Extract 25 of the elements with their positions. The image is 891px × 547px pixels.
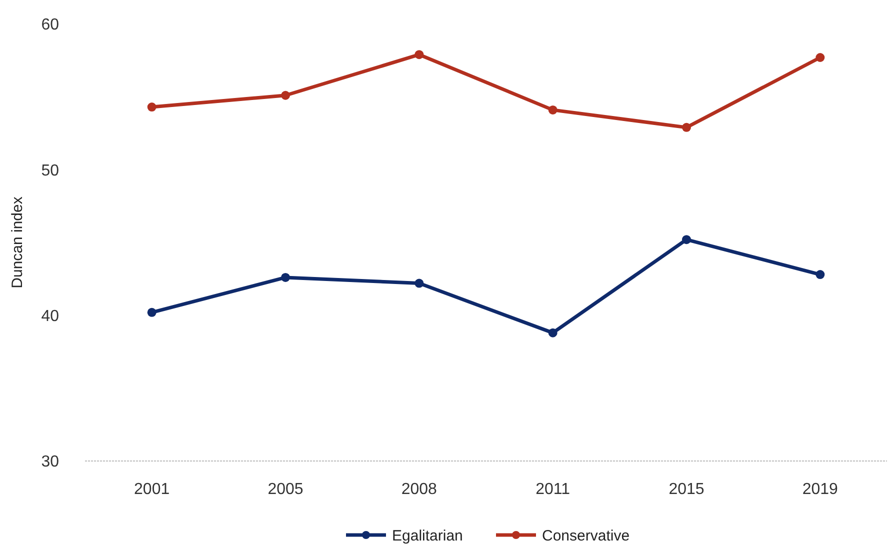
point <box>816 53 825 62</box>
y-tick-label: 30 <box>41 454 60 471</box>
x-tick-label: 2005 <box>268 481 304 498</box>
legend-label: Egalitarian <box>392 527 463 544</box>
x-tick-label: 2008 <box>401 481 438 498</box>
y-tick-label: 60 <box>41 16 60 34</box>
point <box>548 328 558 338</box>
x-tick-label: 2011 <box>536 481 570 498</box>
point <box>816 270 825 280</box>
point <box>281 272 290 282</box>
x-tick-label: 2019 <box>802 481 838 498</box>
point <box>682 235 691 244</box>
point <box>147 102 156 112</box>
point <box>414 278 424 288</box>
point <box>548 105 558 114</box>
x-tick-label: 2015 <box>668 481 704 498</box>
point <box>414 50 424 60</box>
y-tick-label: 40 <box>41 308 60 325</box>
point <box>682 122 691 132</box>
point <box>147 308 156 317</box>
y-axis-title: Duncan index <box>9 196 26 288</box>
x-tick-label: 2001 <box>134 481 170 498</box>
legend-label: Conservative <box>542 527 630 544</box>
point <box>281 90 290 100</box>
y-tick-label: 50 <box>41 162 60 180</box>
